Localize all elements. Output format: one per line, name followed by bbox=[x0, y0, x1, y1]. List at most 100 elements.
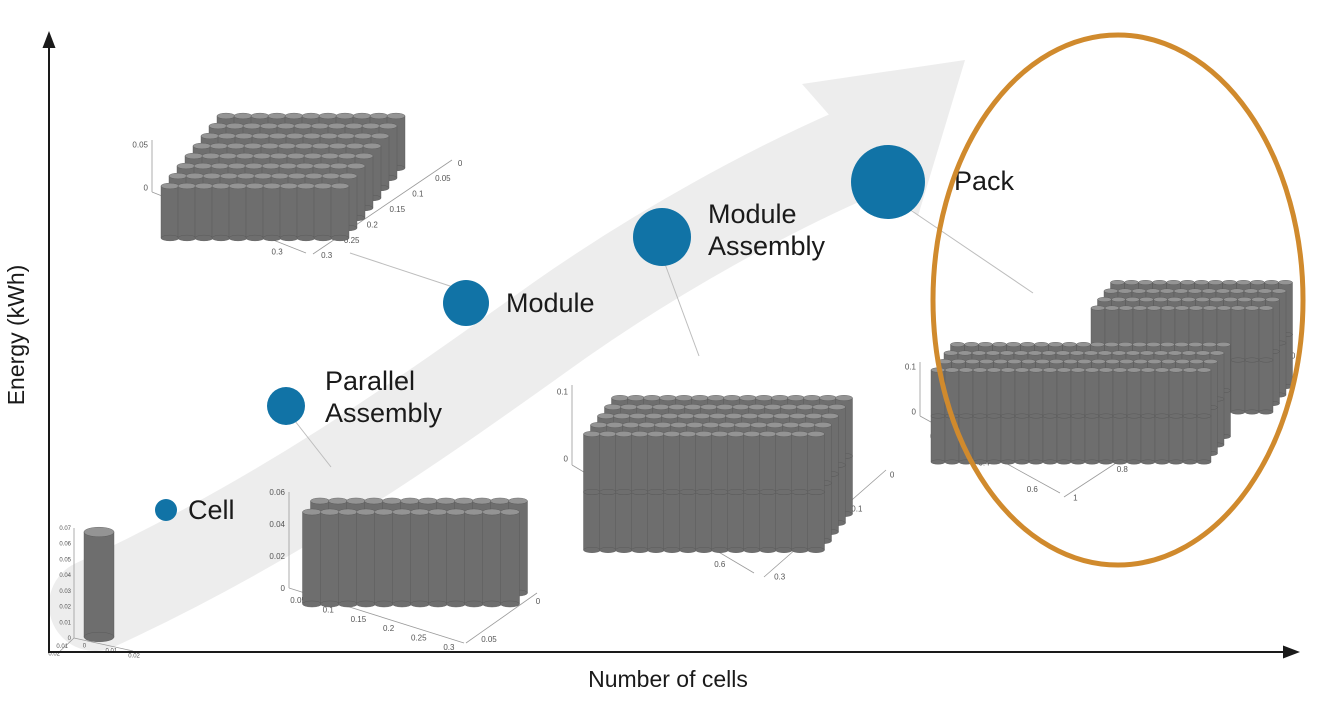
battery-cell-cylinder bbox=[392, 511, 412, 605]
cylinder-top-cap bbox=[285, 132, 305, 140]
cylinder-top-cap bbox=[361, 122, 381, 130]
cylinder-top-cap bbox=[743, 431, 761, 437]
mini-plot-parallel-assembly: 0.06 0.04 0.02 0 0.05 0.1 0.15 0.2 0.25 0.3 0 0.05 bbox=[269, 488, 540, 652]
battery-cell-cylinder bbox=[583, 491, 601, 551]
connector-line bbox=[664, 263, 700, 357]
battery-cell-cylinder bbox=[1000, 369, 1016, 417]
cylinder-top-cap bbox=[1167, 350, 1183, 356]
cylinder-bottom-cap bbox=[1070, 459, 1086, 465]
battery-cell-cylinder bbox=[695, 491, 713, 551]
cylinder-top-cap bbox=[734, 422, 752, 428]
cylinder-top-cap bbox=[1125, 297, 1140, 302]
cylinder-top-cap bbox=[606, 422, 624, 428]
cylinder-top-cap bbox=[1209, 350, 1225, 356]
cylinder-top-cap bbox=[1041, 350, 1057, 356]
plot-tick-label: 0.02 bbox=[48, 651, 60, 657]
battery-cell-cylinder bbox=[177, 185, 197, 239]
cylinder-top-cap bbox=[311, 142, 331, 150]
battery-cell-cylinder bbox=[775, 491, 793, 551]
cylinder-top-cap bbox=[732, 404, 750, 410]
plot-tick-label: 0 bbox=[890, 471, 895, 480]
cylinder-top-cap bbox=[160, 182, 180, 190]
cylinder-top-cap bbox=[302, 508, 322, 516]
cylinder-top-cap bbox=[192, 142, 212, 150]
cylinder-top-cap bbox=[201, 152, 221, 160]
cylinder-top-cap bbox=[1013, 350, 1029, 356]
battery-cell-cylinder bbox=[1112, 415, 1128, 463]
cylinder-bottom-cap bbox=[647, 547, 665, 553]
cylinder-top-cap bbox=[1153, 350, 1169, 356]
plot-tick-label: 0.6 bbox=[714, 560, 726, 569]
cylinder-top-cap bbox=[259, 122, 279, 130]
cylinder-top-cap bbox=[1202, 305, 1218, 311]
plot-tick-label: 0.6 bbox=[1027, 485, 1039, 494]
battery-cell-cylinder bbox=[727, 433, 745, 493]
cylinder-top-cap bbox=[803, 395, 821, 401]
cylinder-top-cap bbox=[318, 112, 338, 120]
cylinder-top-cap bbox=[943, 350, 959, 356]
cylinder-bottom-cap bbox=[615, 547, 633, 553]
cylinder-top-cap bbox=[270, 172, 290, 180]
plot-tick-label: 0.1 bbox=[851, 505, 863, 514]
cylinder-top-cap bbox=[711, 431, 729, 437]
battery-cell-cylinder bbox=[374, 511, 394, 605]
battery-cell-cylinder bbox=[500, 511, 520, 605]
battery-cell-cylinder bbox=[647, 433, 665, 493]
cylinder-top-cap bbox=[176, 162, 196, 170]
cylinder-top-cap bbox=[1160, 305, 1176, 311]
cylinder-top-cap bbox=[1000, 367, 1016, 373]
battery-cell-cylinder bbox=[313, 185, 333, 239]
plot-tick-label: 0.15 bbox=[351, 615, 367, 624]
cylinder-top-cap bbox=[645, 413, 663, 419]
battery-cell-cylinder bbox=[228, 185, 248, 239]
cylinder-top-cap bbox=[319, 132, 339, 140]
stage-marker-cell bbox=[155, 499, 177, 521]
cylinder-top-cap bbox=[1131, 288, 1147, 294]
cylinder-top-cap bbox=[1187, 288, 1203, 294]
battery-cell-cylinder bbox=[1014, 369, 1030, 417]
battery-cell-cylinder bbox=[647, 491, 665, 551]
cylinder-top-cap bbox=[707, 395, 725, 401]
cylinder-top-cap bbox=[1208, 280, 1223, 285]
cylinder-top-cap bbox=[1119, 359, 1134, 364]
battery-cell-cylinder bbox=[615, 433, 633, 493]
cylinder-top-cap bbox=[226, 142, 246, 150]
cylinder-bottom-cap bbox=[83, 632, 115, 643]
cylinder-top-cap bbox=[1244, 305, 1260, 311]
cylinder-top-cap bbox=[727, 431, 745, 437]
cylinder-top-cap bbox=[663, 431, 681, 437]
plot-tick-label: 0.1 bbox=[412, 190, 424, 199]
battery-cell-cylinder bbox=[1258, 359, 1274, 413]
cylinder-bottom-cap bbox=[695, 489, 713, 495]
cylinder-bottom-cap bbox=[262, 234, 282, 242]
battery-cell-cylinder bbox=[695, 433, 713, 493]
battery-cell-cylinder bbox=[807, 491, 825, 551]
cylinder-top-cap bbox=[1152, 280, 1167, 285]
cylinder-top-cap bbox=[764, 404, 782, 410]
cylinder-top-cap bbox=[958, 367, 974, 373]
plot-tick-label: 0.05 bbox=[132, 140, 148, 149]
cylinder-bottom-cap bbox=[245, 234, 265, 242]
stage-label-module-assembly: Assembly bbox=[708, 231, 826, 261]
mini-plot-pack: 0.100.20.40.600.20.40.60.81 bbox=[905, 280, 1296, 503]
cylinder-bottom-cap bbox=[986, 459, 1002, 465]
battery-cell-cylinder bbox=[663, 433, 681, 493]
plot-tick-label: 0.05 bbox=[481, 635, 497, 644]
cylinder-top-cap bbox=[400, 497, 420, 505]
cylinder-top-cap bbox=[345, 142, 365, 150]
cylinder-top-cap bbox=[1139, 297, 1154, 302]
cylinder-bottom-cap bbox=[1182, 459, 1198, 465]
cylinder-top-cap bbox=[661, 413, 679, 419]
cylinder-top-cap bbox=[352, 112, 372, 120]
cylinder-top-cap bbox=[185, 172, 205, 180]
cylinder-bottom-cap bbox=[446, 600, 466, 608]
cylinder-top-cap bbox=[1118, 305, 1134, 311]
cylinder-top-cap bbox=[1174, 342, 1189, 347]
cylinder-top-cap bbox=[1216, 305, 1232, 311]
cylinder-bottom-cap bbox=[599, 489, 617, 495]
cylinder-top-cap bbox=[261, 162, 281, 170]
cylinder-top-cap bbox=[748, 404, 766, 410]
stage-marker-pack bbox=[851, 145, 925, 219]
cylinder-top-cap bbox=[702, 422, 720, 428]
